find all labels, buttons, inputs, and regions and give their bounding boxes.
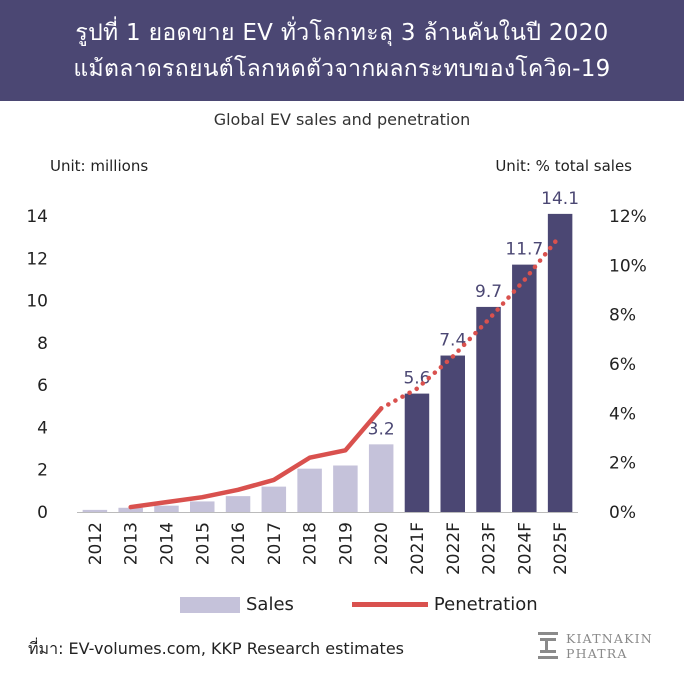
chart-title-line-1: รูปที่ 1 ยอดขาย EV ทั่วโลกทะลุ 3 ล้านคัน…	[75, 19, 609, 46]
y-left-tick-label: 6	[37, 376, 48, 396]
logo-mark-icon	[538, 632, 558, 659]
y-left-tick-label: 8	[37, 334, 48, 354]
logo-line-1: KIATNAKIN	[566, 631, 653, 646]
x-tick-label-2017: 2017	[265, 522, 285, 565]
y-right-tick-label: 6%	[609, 355, 636, 375]
y-right-tick-label: 2%	[609, 454, 636, 474]
x-tick-label-2021F: 2021F	[408, 522, 428, 575]
chart-legend: Sales Penetration	[180, 594, 538, 615]
logo-text: KIATNAKIN PHATRA	[566, 631, 653, 661]
sales-bar-2020	[368, 444, 394, 512]
legend-sales-label: Sales	[246, 594, 294, 615]
x-tick-label-2014: 2014	[157, 522, 177, 565]
x-tick-label-2024F: 2024F	[515, 522, 535, 575]
sales-data-label-2020: 3.2	[368, 419, 395, 439]
chart-subtitle: Global EV sales and penetration	[213, 110, 471, 129]
sales-data-label-2021F: 5.6	[403, 369, 430, 389]
chart-header: รูปที่ 1 ยอดขาย EV ทั่วโลกทะลุ 3 ล้านคัน…	[0, 0, 684, 101]
sales-bar-2023F	[476, 306, 501, 512]
y-right-tick-label: 0%	[609, 503, 636, 523]
x-tick-label-2025F: 2025F	[551, 522, 571, 575]
y-left-tick-label: 12	[26, 249, 48, 269]
sales-bar-2025F	[547, 213, 573, 512]
y-right-tick-label: 8%	[609, 306, 636, 326]
sales-bar-2012	[82, 509, 108, 512]
y-left-tick-label: 4	[37, 418, 48, 438]
y-left-tick-label: 0	[37, 503, 48, 523]
sales-bar-2024F	[512, 264, 537, 512]
sales-bar-2018	[297, 468, 322, 512]
x-tick-label-2012: 2012	[86, 522, 106, 565]
x-tick-label-2013: 2013	[122, 522, 142, 565]
x-tick-label-2020: 2020	[372, 522, 392, 565]
x-tick-label-2018: 2018	[301, 522, 321, 565]
sales-bar-2015	[190, 501, 215, 512]
x-tick-label-2015: 2015	[193, 522, 213, 565]
sales-data-label-2024F: 11.7	[505, 240, 543, 260]
x-tick-label-2022F: 2022F	[444, 522, 464, 575]
sales-data-label-2023F: 9.7	[475, 282, 502, 302]
legend-penetration-swatch	[351, 602, 428, 607]
legend-sales-swatch	[180, 596, 240, 613]
legend-penetration-label: Penetration	[433, 594, 538, 615]
sales-bar-2022F	[440, 355, 465, 512]
penetration-line-actual	[128, 406, 384, 510]
logo-line-2: PHATRA	[566, 646, 628, 661]
y-left-tick-label: 2	[37, 461, 48, 481]
penetration-line-forecast	[378, 233, 563, 411]
kiatnakin-phatra-logo: KIATNAKIN PHATRA	[536, 630, 653, 662]
sales-data-label-2025F: 14.1	[541, 189, 579, 209]
y-left-tick-label: 10	[26, 292, 48, 312]
sales-data-label-2022F: 7.4	[439, 331, 466, 351]
sales-bar-2017	[261, 486, 287, 512]
sales-bar-2013	[118, 507, 143, 512]
source-note: ที่มา: EV-volumes.com, KKP Research esti…	[28, 639, 404, 658]
y-left-tick-label: 14	[26, 207, 48, 227]
y-right-tick-label: 4%	[609, 404, 636, 424]
x-tick-label-2019: 2019	[336, 522, 356, 565]
chart-title-line-2: แม้ตลาดรถยนต์โลกหดตัวจากผลกระทบของโควิด-…	[73, 55, 611, 82]
x-tick-label-2023F: 2023F	[480, 522, 500, 575]
sales-bar-2021F	[404, 393, 430, 512]
right-axis-unit: Unit: % total sales	[495, 157, 632, 175]
y-right-tick-label: 12%	[609, 207, 647, 227]
sales-bar-2016	[225, 496, 251, 512]
sales-bar-2014	[154, 505, 179, 512]
left-axis-unit: Unit: millions	[50, 157, 149, 175]
x-tick-label-2016: 2016	[229, 522, 249, 565]
sales-bar-2019	[333, 465, 358, 512]
y-right-tick-label: 10%	[609, 256, 647, 276]
